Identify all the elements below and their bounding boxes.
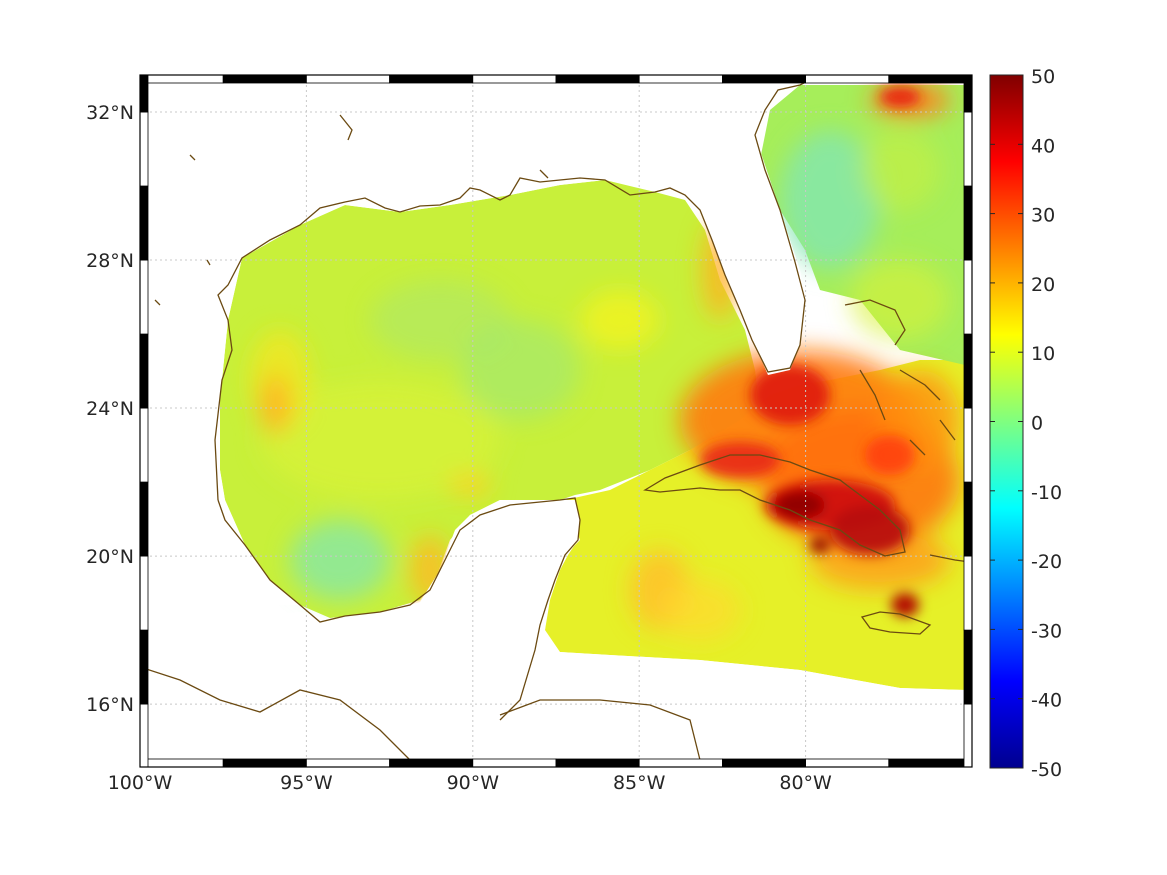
- frame-right-segment: [963, 703, 973, 768]
- frame-top-segment: [638, 74, 723, 84]
- colorbar-tick-label: -50: [1031, 759, 1062, 781]
- lat-tick-label: 28°N: [86, 250, 134, 272]
- colorbar-tick-label: -10: [1031, 482, 1062, 504]
- colorbar-tick-label: -30: [1031, 620, 1062, 642]
- frame-left-segment: [139, 703, 149, 768]
- frame-right-segment: [963, 555, 973, 631]
- colorbar-tick-label: 50: [1031, 66, 1055, 88]
- frame-left-segment: [139, 185, 149, 261]
- frame-right-segment: [963, 185, 973, 261]
- frame-bottom-segment: [139, 758, 224, 768]
- lon-tick-label: 95°W: [280, 772, 333, 794]
- honduras-coastline: [499, 699, 701, 761]
- frame-bottom-segment: [305, 758, 390, 768]
- frame-bottom-segment: [222, 758, 307, 768]
- frame-left-segment: [139, 111, 149, 187]
- frame-top-segment: [722, 74, 807, 84]
- lon-tick-label: 80°W: [779, 772, 832, 794]
- frame-left-segment: [139, 407, 149, 483]
- lat-tick-label: 20°N: [86, 546, 134, 568]
- frame-top-segment: [389, 74, 474, 84]
- frame-left-segment: [139, 555, 149, 631]
- coastlines: [140, 75, 971, 761]
- frame-right-segment: [963, 407, 973, 483]
- northwest-land: [140, 75, 660, 605]
- us-gulf-coastline: [214, 75, 821, 501]
- mexico-coastline: [217, 497, 581, 721]
- frame-top-segment: [555, 74, 640, 84]
- frame-right-segment: [963, 629, 973, 705]
- map-frame: [139, 74, 973, 768]
- frame-bottom-segment: [805, 758, 890, 768]
- frame-top-segment: [805, 74, 890, 84]
- central-america-land: [520, 640, 972, 767]
- colorbar-gradient: [989, 74, 1024, 769]
- bahamas-coastline: [844, 299, 956, 456]
- frame-right-segment: [963, 481, 973, 557]
- lon-tick-label: 90°W: [447, 772, 500, 794]
- colorbar-ticks: 50 40 30 20 10 0 -10 -20 -30 -40 -50: [990, 66, 1062, 781]
- frame-top-segment: [888, 74, 973, 84]
- frame-bottom-segment: [722, 758, 807, 768]
- frame-bottom-segment: [638, 758, 723, 768]
- jamaica-coastline: [860, 611, 932, 635]
- florida-land: [660, 85, 805, 375]
- frame-border: [139, 74, 973, 768]
- yucatan-land: [140, 500, 580, 767]
- frame-top-segment: [139, 74, 224, 84]
- frame-bottom-segment: [389, 758, 474, 768]
- lat-tick-label: 24°N: [86, 398, 134, 420]
- frame-right-segment: [963, 333, 973, 409]
- lat-tick-label: 16°N: [86, 694, 134, 716]
- lat-tick-label: 32°N: [86, 102, 134, 124]
- colorbar-tick-label: 40: [1031, 135, 1055, 157]
- lon-tick-label: 85°W: [613, 772, 666, 794]
- colorbar-tick-label: -20: [1031, 551, 1062, 573]
- cuba-coastline: [643, 454, 906, 557]
- longitude-labels: 100°W 95°W 90°W 85°W 80°W: [108, 772, 832, 794]
- colorbar-tick-label: 0: [1031, 413, 1043, 435]
- latitude-labels: 16°N 20°N 24°N 28°N 32°N: [86, 102, 134, 716]
- frame-left-segment: [139, 74, 149, 113]
- sea-field-layer: [140, 75, 972, 767]
- frame-top-segment: [222, 74, 307, 84]
- misc-islands: [154, 114, 549, 306]
- frame-bottom-segment: [472, 758, 557, 768]
- colorbar-tick-label: -40: [1031, 690, 1062, 712]
- frame-left-segment: [139, 481, 149, 557]
- frame-left-segment: [139, 259, 149, 335]
- frame-bottom-segment: [888, 758, 973, 768]
- frame-top-segment: [305, 74, 390, 84]
- frame-left-segment: [139, 629, 149, 705]
- frame-right-segment: [963, 259, 973, 335]
- central-america-coastline: [140, 666, 411, 761]
- frame-bottom-segment: [555, 758, 640, 768]
- frame-right-segment: [963, 74, 973, 113]
- frame-top-segment: [472, 74, 557, 84]
- frame-left-segment: [139, 333, 149, 409]
- lon-tick-label: 100°W: [108, 772, 173, 794]
- colorbar-tick-label: 20: [1031, 274, 1055, 296]
- colorbar-tick-label: 10: [1031, 343, 1055, 365]
- frame-right-segment: [963, 111, 973, 187]
- colorbar-tick-label: 30: [1031, 205, 1055, 227]
- colorbar: 50 40 30 20 10 0 -10 -20 -30 -40 -50: [989, 66, 1062, 781]
